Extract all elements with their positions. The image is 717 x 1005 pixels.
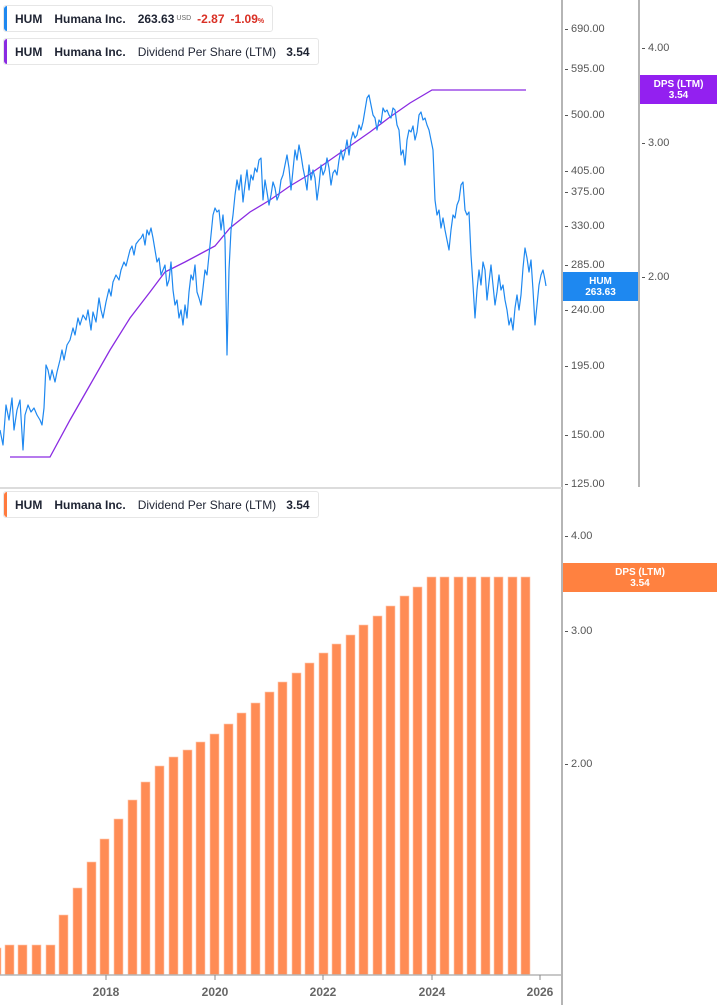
- legend-symbol: HUM: [15, 44, 43, 59]
- price-chart-plot[interactable]: [0, 0, 717, 487]
- dps-tick: 3.00: [641, 137, 670, 149]
- price-tick: 330.00: [565, 220, 605, 232]
- price-tick: 690.00: [565, 23, 605, 35]
- price-tick: 285.00: [565, 259, 605, 271]
- price-tick: 405.00: [565, 165, 605, 177]
- x-tick-label: 2026: [526, 985, 554, 999]
- legend-metric: Dividend Per Share (LTM): [137, 44, 277, 59]
- x-tick-label: 2018: [92, 985, 120, 999]
- dps-bar-color-marker: [4, 492, 7, 517]
- dps-bar-legend[interactable]: HUM Humana Inc. Dividend Per Share (LTM)…: [3, 491, 319, 518]
- dps-tick: 4.00: [641, 42, 670, 54]
- legend-value: 3.54: [286, 497, 310, 512]
- x-tick-label: 2024: [418, 985, 446, 999]
- dps-overlay-line: [10, 89, 526, 458]
- legend-symbol: HUM: [15, 11, 43, 26]
- dps-tick: 4.00: [564, 530, 593, 542]
- legend-company-name: Humana Inc.: [54, 497, 126, 512]
- dps-bars: [0, 576, 531, 976]
- dps-overlay-legend[interactable]: HUM Humana Inc. Dividend Per Share (LTM)…: [3, 38, 319, 65]
- price-tick: 240.00: [565, 304, 605, 316]
- price-axis-line: [561, 0, 563, 1005]
- price-tick: 375.00: [565, 186, 605, 198]
- price-tag-value: 263.63: [585, 286, 616, 298]
- price-tick: 150.00: [565, 429, 605, 441]
- price-legend[interactable]: HUM Humana Inc. 263.63 USD -2.87 -1.09%: [3, 5, 274, 32]
- legend-change-pct: -1.09%: [231, 12, 265, 26]
- panel-divider[interactable]: [0, 487, 562, 489]
- dps-tick: 2.00: [641, 271, 670, 283]
- x-tick-label: 2020: [201, 985, 229, 999]
- percent-sign: %: [257, 17, 265, 25]
- dps-tick: 2.00: [564, 758, 593, 770]
- dps-tick: 3.00: [564, 625, 593, 637]
- dps-tag-value: 3.54: [630, 577, 650, 589]
- dps-tag-label: DPS (LTM): [615, 566, 665, 578]
- dps-last-value-tag-top: DPS (LTM) 3.54: [640, 75, 717, 104]
- legend-change: -2.87: [197, 11, 225, 26]
- dps-tag-label: DPS (LTM): [653, 78, 704, 90]
- price-tick: 195.00: [565, 360, 605, 372]
- price-tick: 125.00: [565, 478, 605, 490]
- x-tick-label: 2022: [309, 985, 337, 999]
- price-last-value-tag: HUM 263.63: [563, 272, 638, 301]
- legend-price: 263.63: [137, 11, 175, 26]
- legend-change-pct-value: -1.09: [230, 11, 258, 26]
- price-line: [0, 94, 547, 451]
- price-tick: 500.00: [565, 109, 605, 121]
- price-tick: 595.00: [565, 63, 605, 75]
- dps-tag-value: 3.54: [668, 89, 689, 101]
- x-axis-ticks: [105, 975, 541, 980]
- legend-company-name: Humana Inc.: [54, 11, 126, 26]
- legend-symbol: HUM: [15, 497, 43, 512]
- legend-company-name: Humana Inc.: [54, 44, 126, 59]
- dps-overlay-color-marker: [4, 39, 7, 64]
- dps-axis-line-top: [638, 0, 640, 487]
- legend-currency: USD: [176, 15, 192, 22]
- legend-value: 3.54: [286, 44, 310, 59]
- dps-last-value-tag-bottom: DPS (LTM) 3.54: [563, 563, 717, 592]
- legend-metric: Dividend Per Share (LTM): [137, 497, 277, 512]
- price-series-color-marker: [4, 6, 7, 31]
- price-tag-symbol: HUM: [589, 275, 612, 287]
